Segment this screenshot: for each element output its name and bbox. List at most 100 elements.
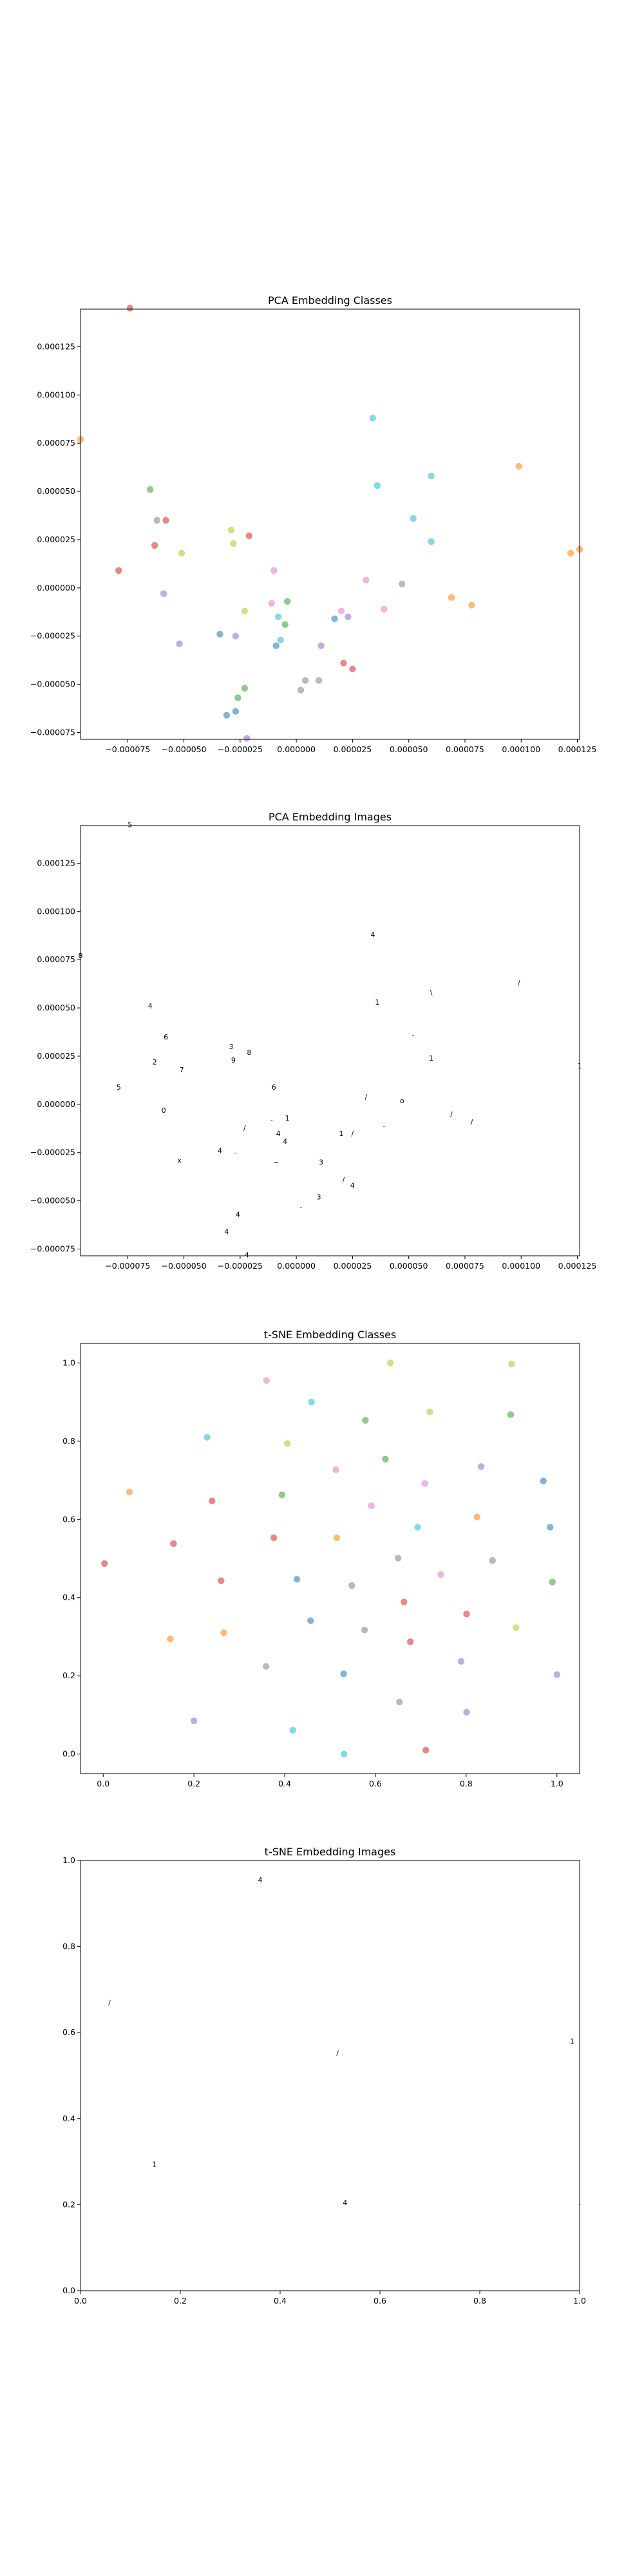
- scatter-point: [468, 601, 475, 609]
- scatter-point: [216, 630, 223, 638]
- image-point: 0: [162, 1106, 166, 1115]
- y-tick-label: 0.000100: [37, 390, 75, 399]
- scatter-point: [277, 636, 284, 643]
- panel-pca-images: PCA Embedding Images −0.000075 −0.000050 −…: [30, 811, 596, 1271]
- y-tick-label: 0.6: [62, 2027, 75, 2037]
- image-point: -: [412, 1031, 415, 1039]
- plot-frame: [80, 1860, 580, 2291]
- scatter-point: [457, 1658, 465, 1665]
- scatter-point: [337, 607, 345, 614]
- y-tick-label: 0.0: [62, 2286, 75, 2295]
- scatter-point: [170, 1540, 177, 1548]
- scatter-point: [241, 685, 249, 692]
- scatter-point: [362, 1417, 369, 1424]
- image-point: 4: [236, 1211, 240, 1219]
- scatter-point: [387, 1359, 394, 1367]
- scatter-point: [176, 640, 183, 647]
- y-tick-label: −0.000075: [30, 1244, 75, 1254]
- scatter-point: [232, 632, 240, 639]
- scatter-point: [147, 486, 154, 493]
- image-point: /: [336, 2049, 339, 2058]
- image-point: /: [108, 1998, 111, 2007]
- image-point: 1: [152, 2161, 156, 2169]
- image-point: 8: [247, 1048, 251, 1057]
- scatter-point: [268, 600, 275, 607]
- panel-title-pca-images: PCA Embedding Images: [269, 811, 392, 823]
- scatter-point: [234, 694, 242, 701]
- scatter-point: [241, 607, 249, 614]
- image-point: 6: [272, 1083, 276, 1092]
- scatter-point: [363, 576, 370, 584]
- scatter-point: [209, 1497, 216, 1504]
- scatter-point: [301, 677, 309, 684]
- x-tick-label: 0.000125: [558, 744, 597, 754]
- scatter-point: [281, 621, 289, 628]
- scatter-point: [227, 526, 235, 534]
- y-tick-label: −0.000050: [30, 679, 75, 689]
- plot-frame: [80, 1343, 580, 1774]
- y-tick-label: 0.2: [62, 1671, 75, 1680]
- scatter-point: [547, 1524, 554, 1531]
- y-tick-label: −0.000075: [30, 728, 75, 737]
- image-point: /: [243, 1124, 246, 1132]
- y-tick-label: 0.000100: [37, 906, 75, 916]
- x-tick-label: 0.000025: [334, 744, 372, 754]
- scatter-point: [515, 462, 522, 470]
- scatter-point: [437, 1571, 444, 1578]
- scatter-point: [126, 1488, 133, 1495]
- image-point: 6: [164, 1033, 168, 1041]
- x-tick-label: 0.000025: [334, 1261, 372, 1271]
- scatter-point: [553, 1671, 560, 1678]
- scatter-point: [332, 1466, 339, 1473]
- scatter-point: [549, 1578, 556, 1586]
- y-tick-label: −0.000050: [30, 1196, 75, 1206]
- image-point: 5: [128, 821, 132, 829]
- scatter-point: [243, 735, 251, 742]
- image-point: /: [518, 979, 520, 987]
- x-tick-label: 0.2: [187, 1779, 200, 1788]
- x-tick-label: −0.000075: [105, 744, 150, 754]
- image-point: 4: [258, 1876, 263, 1884]
- image-point: 5: [117, 1083, 121, 1092]
- scatter-point: [151, 542, 158, 549]
- image-point: -: [299, 1203, 302, 1211]
- y-tick-label: 0.000125: [37, 341, 75, 351]
- scatter-point: [307, 1617, 314, 1624]
- scatter-point: [567, 549, 574, 557]
- plot-frame: [80, 825, 580, 1256]
- scatter-point: [275, 613, 282, 620]
- x-tick-label: 0.4: [274, 2296, 287, 2306]
- y-tick-label: −0.000025: [30, 1148, 75, 1157]
- scatter-point: [394, 1555, 402, 1562]
- scatter-point: [410, 515, 417, 522]
- y-tick-label: 0.000000: [37, 583, 75, 592]
- scatter-point: [115, 567, 122, 574]
- scatter-point: [283, 598, 291, 605]
- x-tick-label: 0.000075: [446, 744, 484, 754]
- y-tick-label: 0.000050: [37, 486, 75, 496]
- panel-pca-classes: PCA Embedding Classes −0.000075 −0.000050…: [30, 294, 596, 754]
- panel-title-pca-classes: PCA Embedding Classes: [268, 294, 392, 307]
- image-point: 1: [570, 2038, 574, 2046]
- scatter-point: [374, 482, 381, 489]
- scatter-point: [473, 1513, 480, 1520]
- scatter-point: [348, 1582, 355, 1589]
- plot-frame: [80, 308, 580, 740]
- y-tick-label: 0.4: [62, 1593, 75, 1602]
- scatter-point: [317, 642, 325, 649]
- image-point: /: [471, 1118, 473, 1126]
- scatter-point: [315, 677, 323, 684]
- x-tick-label: 0.000000: [277, 744, 316, 754]
- image-point: 3: [229, 1043, 233, 1051]
- y-tick-label: 0.000125: [37, 858, 75, 867]
- x-tick-label: 0.000100: [502, 744, 540, 754]
- scatter-point: [540, 1477, 547, 1484]
- scatter-point: [399, 580, 406, 588]
- image-point: 1: [285, 1114, 290, 1122]
- scatter-point: [369, 415, 377, 422]
- y-tick-label: 0.000050: [37, 1003, 75, 1012]
- x-tick-label: −0.000025: [218, 744, 263, 754]
- image-point: 1: [429, 1054, 433, 1063]
- scatter-point: [218, 1577, 225, 1584]
